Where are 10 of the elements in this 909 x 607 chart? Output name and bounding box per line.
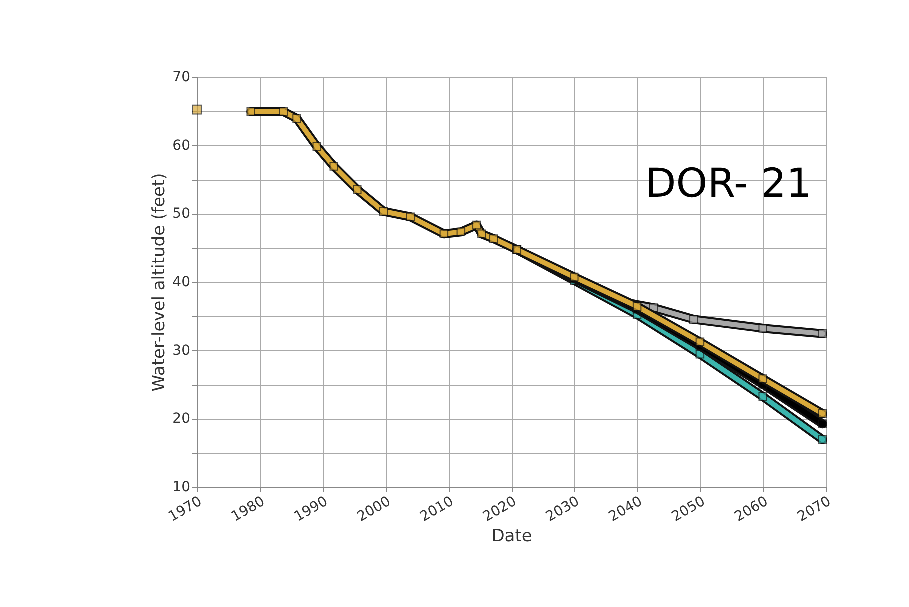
- y-axis-title: Water-level altitude (feet): [150, 173, 170, 392]
- y-tick-label: 40: [172, 274, 190, 290]
- y-tick-label: 20: [172, 411, 190, 428]
- y-tick-label: 50: [172, 206, 190, 222]
- y-tick-label: 70: [172, 70, 190, 86]
- y-tick-label: 30: [172, 342, 190, 359]
- annotation: DOR- 21: [645, 161, 812, 207]
- y-tick-label: 60: [172, 138, 190, 154]
- y-tick-label: 10: [172, 480, 190, 496]
- x-axis-title: Date: [492, 526, 532, 546]
